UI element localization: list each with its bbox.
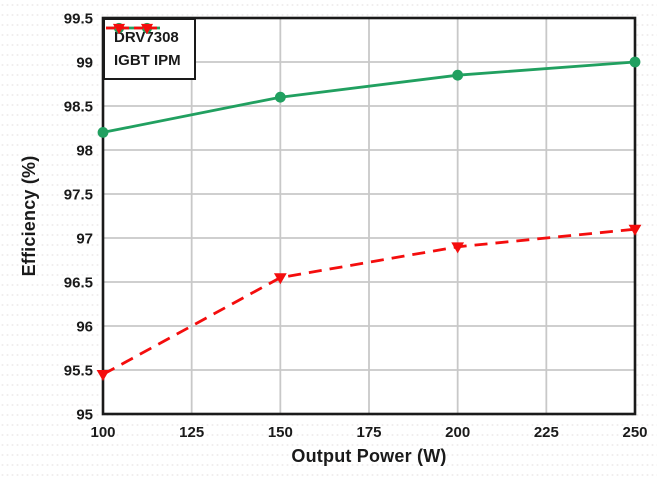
x-axis-title: Output Power (W) (291, 446, 447, 466)
data-point-marker-circle (452, 69, 464, 81)
data-point-marker-circle (274, 91, 286, 103)
x-tick-label: 225 (534, 424, 559, 441)
y-tick-label: 97.5 (64, 187, 93, 204)
y-axis-title: Efficiency (%) (19, 155, 39, 277)
x-tick-label: 175 (356, 424, 381, 441)
y-tick-label: 98 (76, 143, 93, 160)
x-tick-label: 200 (445, 424, 470, 441)
series-drv7308 (97, 56, 641, 138)
x-tick-label: 250 (622, 424, 647, 441)
data-point-marker-triangle-down (451, 242, 465, 254)
chart-legend: DRV7308 IGBT IPM (103, 18, 196, 80)
legend-item-igbt-ipm: IGBT IPM (106, 23, 181, 70)
y-tick-label: 99 (76, 55, 93, 72)
data-point-marker-triangle-down (96, 370, 110, 381)
data-point-marker-circle (97, 126, 109, 138)
y-tick-label: 96 (76, 319, 93, 336)
legend-line-sample (106, 23, 160, 35)
legend-label: DRV7308 (114, 29, 179, 46)
y-tick-label: 98.5 (64, 99, 93, 116)
data-point-marker-triangle-down (112, 23, 126, 35)
x-tick-label: 100 (90, 424, 115, 441)
series-line (102, 60, 636, 134)
data-point-marker-triangle-down (140, 23, 154, 35)
axis-border (101, 16, 637, 416)
y-tick-label: 95 (76, 407, 93, 424)
y-tick-label: 96.5 (64, 275, 93, 292)
data-point-marker-triangle-down (628, 224, 642, 236)
x-tick-label: 125 (179, 424, 204, 441)
series-igbt-ipm (96, 224, 642, 381)
series-line (102, 227, 636, 376)
data-point-marker-triangle-down (273, 273, 287, 285)
data-point-marker-circle (629, 56, 641, 68)
y-tick-label: 97 (76, 231, 93, 248)
y-tick-label: 95.5 (64, 363, 93, 380)
legend-label: IGBT IPM (114, 52, 181, 69)
y-tick-label: 99.5 (64, 11, 93, 28)
x-tick-label: 150 (268, 424, 293, 441)
